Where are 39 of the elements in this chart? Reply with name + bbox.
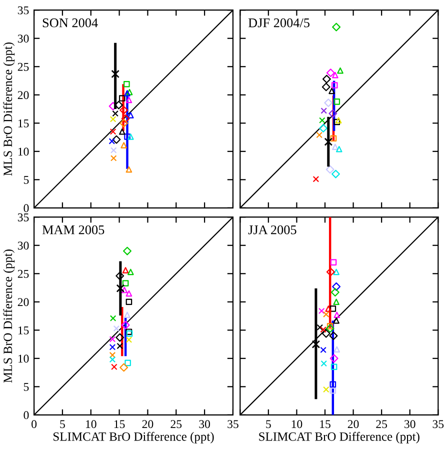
chart-title: MAM 2005 [42, 225, 104, 234]
x-tick-label: 25 [376, 420, 388, 428]
y-tick-label: 35 [18, 6, 29, 14]
x-tick-label: 15 [114, 420, 125, 428]
x-tick-label: 5 [266, 420, 271, 428]
x-tick-label: 30 [404, 420, 416, 428]
x-tick-label: 20 [348, 420, 359, 428]
x-tick-label: 10 [86, 420, 96, 428]
y-tick-label: 5 [24, 176, 29, 184]
x-tick-label: 25 [170, 420, 182, 428]
x-tick-label: 30 [199, 420, 210, 428]
x-axis-title: SLIMCAT BrO Difference (ppt) [54, 432, 214, 444]
y-tick-label: 25 [18, 270, 29, 278]
x-tick-label: 5 [60, 420, 65, 428]
y-axis-title: MLS BrO Difference (ppt) [3, 250, 15, 383]
chart-title: JJA 2005 [248, 225, 296, 234]
x-tick-label: 0 [32, 420, 37, 428]
y-tick-label: 15 [18, 326, 29, 334]
y-tick-label: 10 [18, 148, 29, 156]
y-tick-label: 0 [24, 204, 29, 212]
x-tick-label: 35 [228, 420, 238, 428]
y-tick-label: 35 [18, 213, 29, 222]
y-tick-label: 10 [18, 354, 29, 363]
chart-title: SON 2004 [42, 18, 98, 28]
x-tick-label: 10 [292, 420, 302, 428]
x-tick-label: 35 [432, 420, 444, 428]
y-tick-label: 20 [18, 91, 29, 100]
y-tick-label: 30 [18, 242, 29, 250]
y-tick-label: 30 [18, 34, 29, 43]
y-tick-label: 25 [18, 62, 29, 71]
y-tick-label: 15 [18, 119, 29, 128]
x-axis-title: SLIMCAT BrO Difference (ppt) [259, 432, 420, 444]
y-axis-title: MLS BrO Difference (ppt) [3, 42, 15, 176]
x-tick-label: 20 [142, 420, 154, 428]
x-tick-label: 15 [320, 420, 330, 428]
y-tick-label: 5 [24, 383, 29, 391]
chart-title: DJF 2004/5 [248, 18, 310, 28]
y-tick-label: 0 [24, 411, 29, 420]
y-tick-label: 20 [18, 298, 29, 306]
